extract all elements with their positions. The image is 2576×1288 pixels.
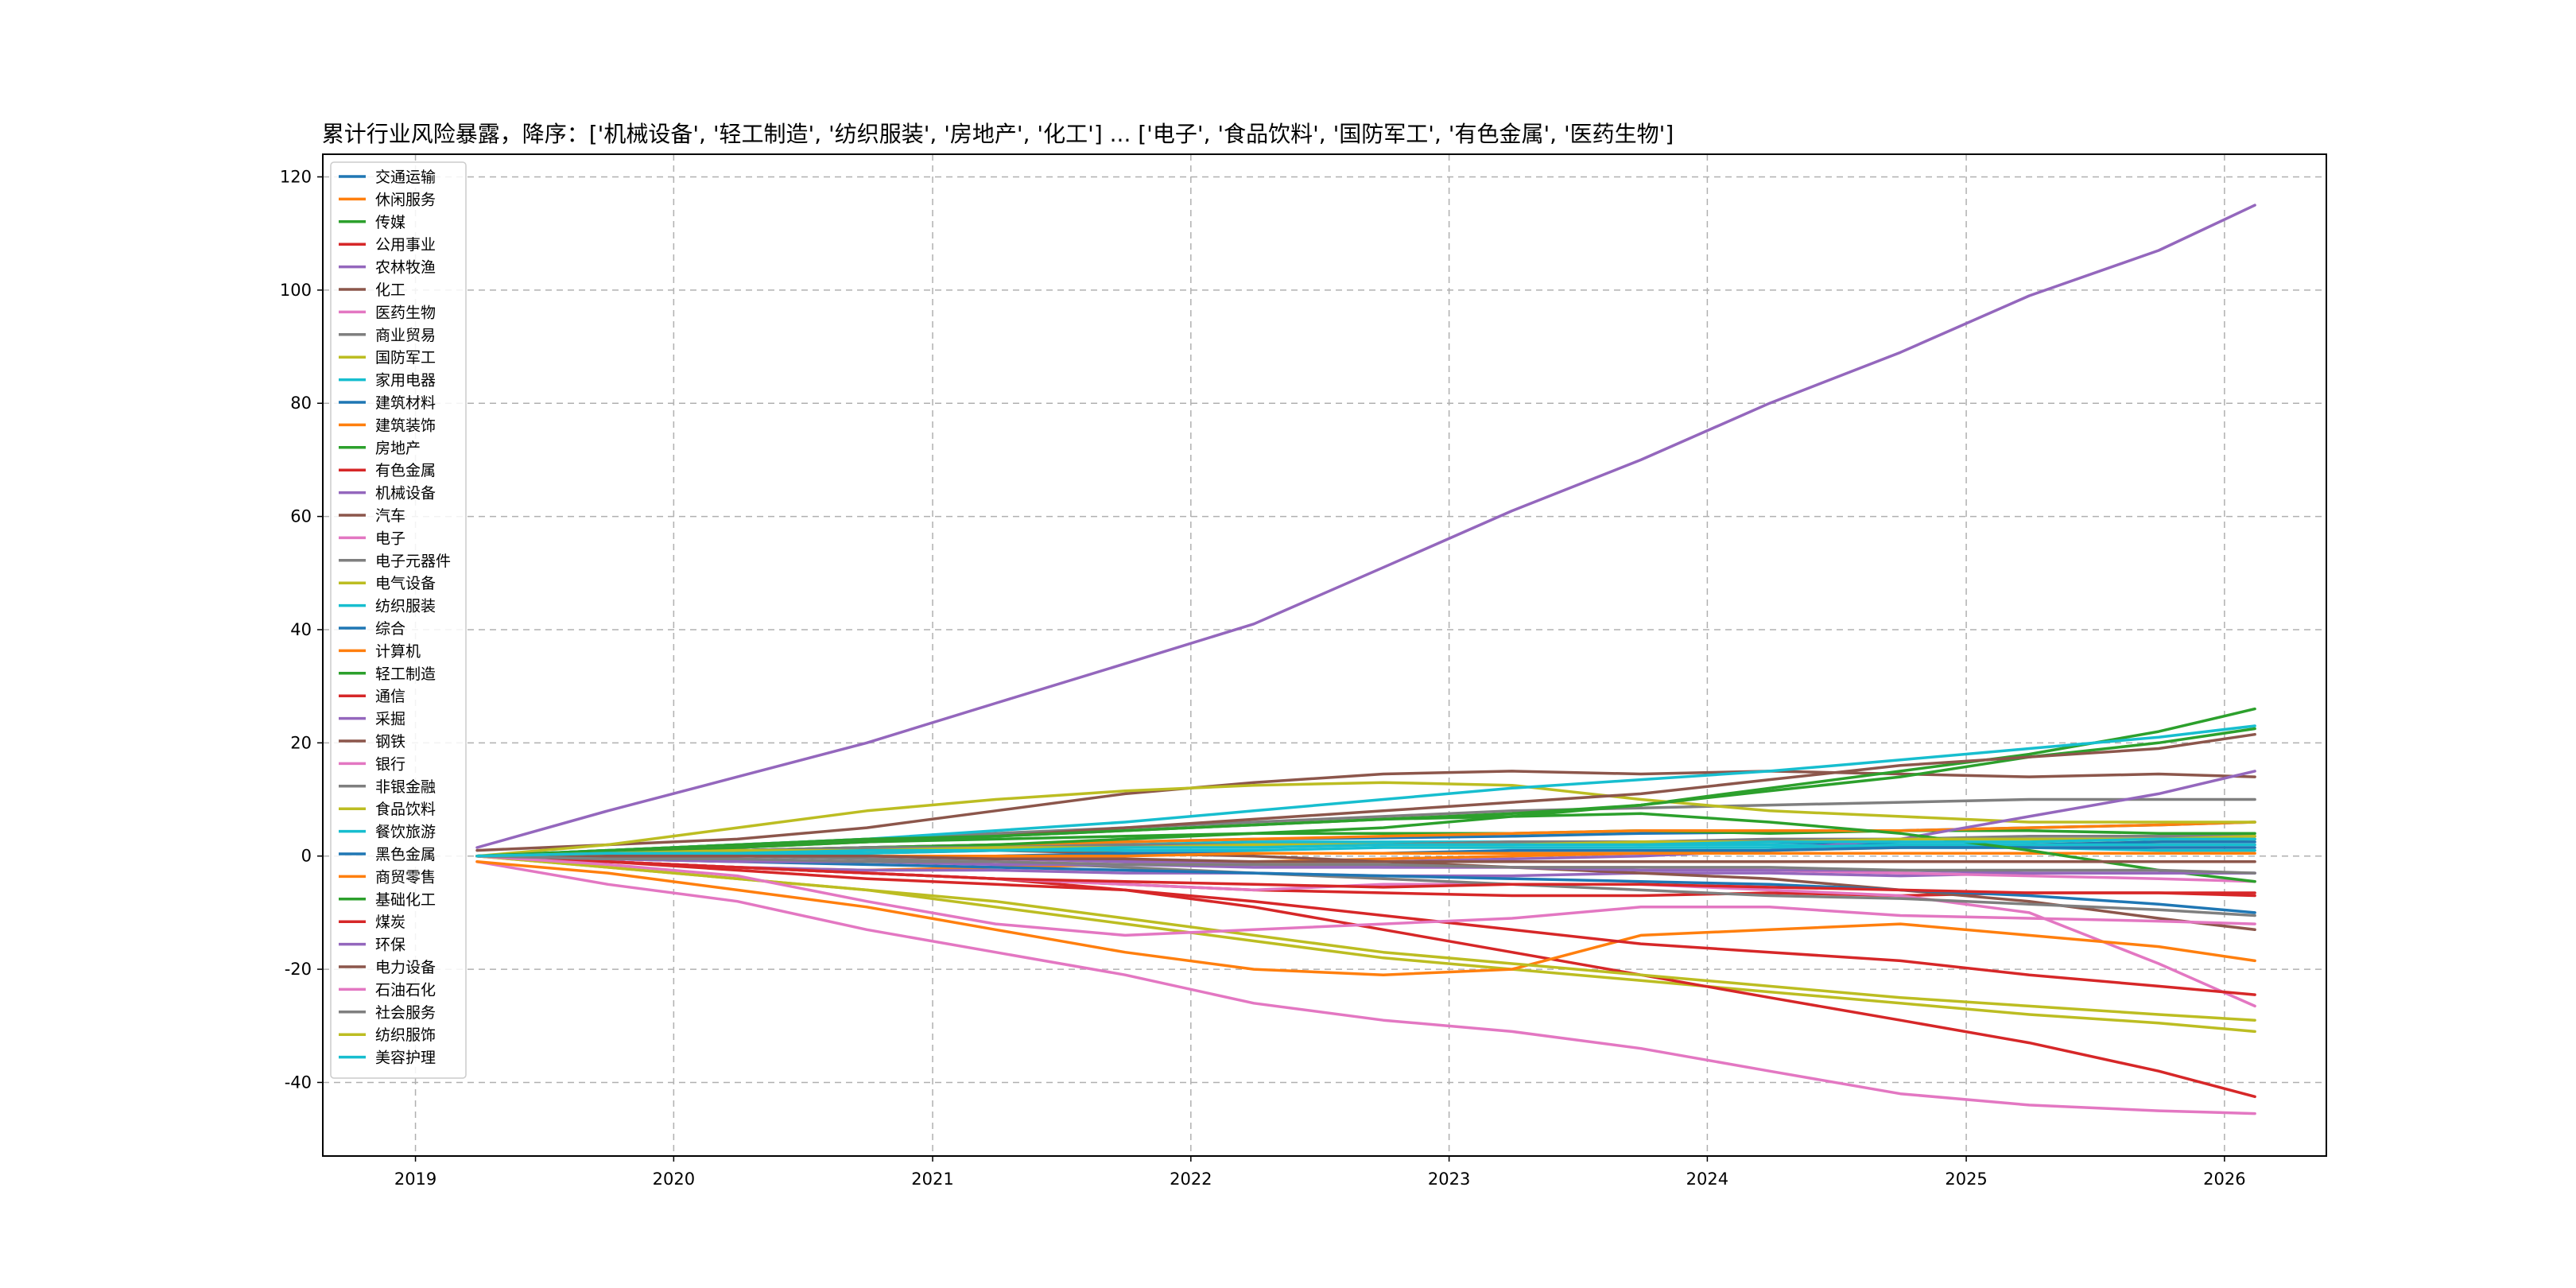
grid [323,154,2326,1156]
x-tick-label: 2022 [1170,1170,1212,1189]
series-line [475,854,2256,863]
legend-label: 采掘 [375,711,405,728]
legend-label: 社会服务 [375,1004,436,1022]
series-line [475,854,2256,1022]
legend-label: 交通运输 [375,169,436,186]
legend-label: 国防军工 [375,349,436,367]
legend-label: 医药生物 [375,304,436,321]
x-tick-label: 2020 [653,1170,695,1189]
legend-label: 石油石化 [375,981,436,999]
x-tick-label: 2024 [1686,1170,1728,1189]
series-lines [475,204,2256,1115]
legend-label: 纺织服装 [375,598,436,615]
series-line [475,854,2256,875]
y-tick-label: -40 [285,1073,312,1092]
legend-label: 餐饮旅游 [375,824,436,841]
x-tick-label: 2025 [1945,1170,1987,1189]
legend-label: 机械设备 [375,485,436,502]
legend-label: 电气设备 [375,575,436,592]
legend-label: 综合 [375,620,405,638]
series-line [475,770,2256,852]
series-line [475,860,2256,976]
legend-label: 化工 [375,281,405,299]
legend-label: 电子 [375,530,405,547]
legend-label: 非银金融 [375,778,436,796]
legend-label: 建筑装饰 [375,417,436,434]
legend-label: 煤炭 [375,914,405,931]
x-axis: 2019 2020 2021 2022 2023 2024 2025 2026 [394,1156,2246,1189]
legend-label: 传媒 [375,214,405,231]
legend-label: 农林牧渔 [375,259,436,277]
legend-label: 银行 [375,755,405,773]
legend: 交通运输休闲服务传媒公用事业农林牧渔化工医药生物商业贸易国防军工家用电器建筑材料… [330,161,467,1079]
plot-frame [322,153,2327,1157]
series-line [475,204,2256,849]
y-tick-label: 20 [290,733,312,752]
legend-label: 休闲服务 [375,191,436,208]
x-tick-label: 2019 [394,1170,436,1189]
y-axis: -40 -20 0 20 40 60 80 100 120 [280,167,323,1092]
series-line [475,854,2256,875]
y-tick-label: 60 [290,507,312,526]
series-line [475,854,2256,937]
legend-label: 食品饮料 [375,801,436,818]
legend-label: 商业贸易 [375,327,436,344]
legend-label: 汽车 [375,507,405,525]
legend-label: 有色金属 [375,462,436,479]
y-tick-label: 100 [280,281,312,300]
series-line [475,860,2256,1115]
y-tick-label: 120 [280,167,312,186]
y-tick-label: 40 [290,620,312,639]
legend-label: 公用事业 [375,236,436,254]
y-tick-label: -20 [285,960,312,979]
legend-label: 基础化工 [375,891,436,909]
legend-label: 商贸零售 [375,868,436,886]
legend-label: 房地产 [375,440,421,457]
legend-label: 建筑材料 [375,394,436,412]
legend-label: 通信 [375,688,405,705]
legend-box [330,161,467,1079]
series-line [475,812,2256,883]
y-tick-label: 0 [301,847,312,866]
legend-label: 电子元器件 [375,553,451,570]
legend-label: 黑色金属 [375,846,436,863]
legend-label: 美容护理 [375,1049,436,1067]
x-tick-label: 2026 [2203,1170,2245,1189]
legend-label: 纺织服饰 [375,1026,436,1044]
x-tick-label: 2023 [1428,1170,1470,1189]
series-line [475,781,2256,858]
x-tick-label: 2021 [911,1170,953,1189]
series-line [475,837,2256,858]
legend-label: 钢铁 [375,733,405,751]
series-line [475,854,2256,996]
legend-label: 电力设备 [375,959,436,976]
legend-label: 计算机 [375,642,421,660]
legend-label: 轻工制造 [375,665,436,683]
legend-label: 环保 [375,937,405,954]
series-line [475,854,2256,898]
legend-label: 家用电器 [375,372,436,390]
chart-title: 累计行业风险暴露，降序：['机械设备', '轻工制造', '纺织服装', '房地… [322,121,1674,147]
y-tick-label: 80 [290,394,312,413]
